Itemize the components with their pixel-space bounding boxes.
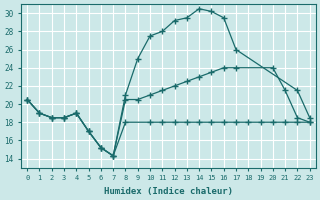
X-axis label: Humidex (Indice chaleur): Humidex (Indice chaleur) xyxy=(104,187,233,196)
